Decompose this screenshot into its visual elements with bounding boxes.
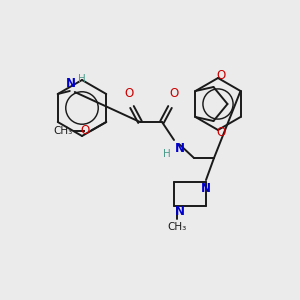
Text: N: N xyxy=(175,205,185,218)
Text: N: N xyxy=(66,77,76,90)
Text: O: O xyxy=(80,124,89,136)
Text: H: H xyxy=(163,149,171,159)
Text: N: N xyxy=(201,182,211,195)
Text: O: O xyxy=(217,126,226,139)
Text: H: H xyxy=(78,74,86,84)
Text: CH₃: CH₃ xyxy=(53,126,72,136)
Text: O: O xyxy=(217,69,226,82)
Text: O: O xyxy=(169,87,178,100)
Text: CH₃: CH₃ xyxy=(167,222,187,232)
Text: O: O xyxy=(124,87,134,100)
Text: N: N xyxy=(175,142,185,155)
